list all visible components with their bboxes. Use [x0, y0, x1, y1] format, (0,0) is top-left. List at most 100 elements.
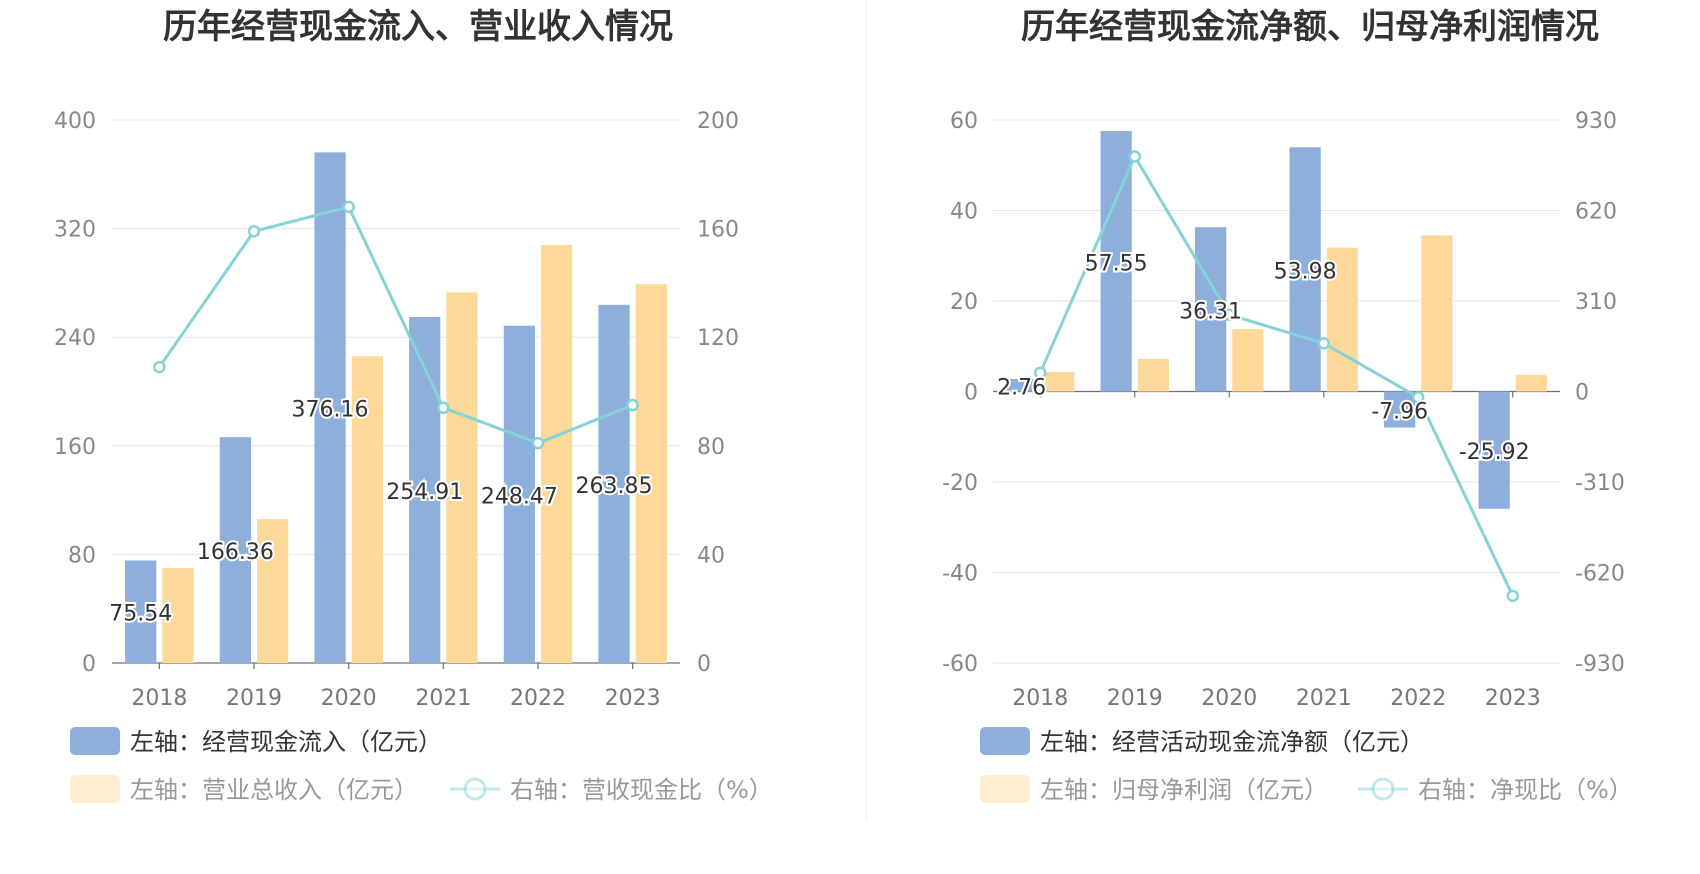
- legend-swatch-primary[interactable]: [980, 727, 1030, 755]
- bar-secondary-2021[interactable]: [446, 292, 478, 663]
- legend-label-line: 右轴：营收现金比（%）: [510, 776, 773, 804]
- y-left-tick-label: 20: [950, 290, 978, 315]
- bar-primary-2018[interactable]: [1006, 379, 1038, 392]
- legend-label-primary: 左轴：经营现金流入（亿元）: [130, 728, 442, 756]
- bar-secondary-2019[interactable]: [1137, 358, 1169, 392]
- x-tick-label: 2023: [605, 686, 661, 711]
- bar-primary-2022[interactable]: [1384, 391, 1416, 428]
- y-left-tick-label: -20: [942, 471, 978, 496]
- bar-primary-2021[interactable]: [1289, 147, 1321, 392]
- bar-value-label: 53.98: [1274, 259, 1337, 284]
- ratio-point-2023[interactable]: [626, 398, 639, 412]
- x-tick-label: 2020: [1201, 686, 1257, 711]
- bar-primary-2022[interactable]: [503, 325, 535, 663]
- y-left-tick-label: 400: [54, 109, 96, 134]
- x-tick-label: 2021: [415, 686, 471, 711]
- y-left-tick-label: 320: [54, 218, 96, 243]
- bar-secondary-2021[interactable]: [1326, 247, 1358, 392]
- bar-primary-2023[interactable]: [598, 304, 630, 663]
- x-tick-label: 2022: [510, 686, 566, 711]
- y-right-tick-label: 0: [1575, 381, 1589, 406]
- ratio-point-2020[interactable]: [342, 200, 355, 214]
- bar-primary-2021[interactable]: [409, 316, 441, 663]
- bar-secondary-2020[interactable]: [1232, 329, 1264, 392]
- ratio-point-2021[interactable]: [437, 401, 450, 415]
- bar-secondary-2020[interactable]: [351, 356, 383, 663]
- x-tick-label: 2021: [1296, 686, 1352, 711]
- y-right-tick-label: -930: [1575, 652, 1625, 677]
- ratio-point-2018[interactable]: [1034, 366, 1047, 380]
- bar-value-label: 376.16: [292, 398, 369, 423]
- chart-title: 历年经营现金流入、营业收入情况: [163, 7, 673, 47]
- ratio-point-2021[interactable]: [1317, 337, 1330, 350]
- x-tick-label: 2019: [1107, 686, 1163, 711]
- legend-swatch-secondary[interactable]: [70, 775, 120, 803]
- y-left-tick-label: -40: [942, 562, 978, 587]
- legend-label-primary: 左轴：经营活动现金流净额（亿元）: [1040, 728, 1424, 756]
- ratio-point-2022[interactable]: [531, 436, 545, 450]
- y-right-tick-label: 310: [1575, 290, 1617, 315]
- y-right-tick-label: 0: [697, 652, 711, 677]
- bar-secondary-2018[interactable]: [1043, 372, 1075, 392]
- bar-value-label: -25.92: [1459, 440, 1530, 465]
- bar-primary-2020[interactable]: [314, 152, 346, 663]
- y-right-tick-label: -310: [1575, 471, 1625, 496]
- panel-divider: [866, 0, 867, 820]
- y-right-tick-label: 80: [697, 435, 725, 460]
- y-left-tick-label: 40: [950, 200, 978, 225]
- ratio-line: [1038, 153, 1515, 597]
- y-left-tick-label: 0: [82, 652, 96, 677]
- y-left-tick-label: 240: [54, 326, 96, 351]
- ratio-point-2019[interactable]: [1128, 150, 1141, 163]
- ratio-point-2022[interactable]: [1412, 391, 1425, 404]
- bar-value-label: 166.36: [197, 540, 274, 565]
- ratio-point-2019[interactable]: [247, 225, 261, 238]
- y-left-tick-label: -60: [942, 652, 978, 677]
- chart-2: 历年经营现金流净额、归母净利润情况 60 40 20 0 -20 -40 -60 930 620 3…: [942, 7, 1633, 804]
- y-right-tick-label: 930: [1575, 109, 1617, 134]
- legend-line-marker[interactable]: [1371, 777, 1395, 801]
- bar-primary-2019[interactable]: [219, 437, 251, 663]
- bar-primary-2018[interactable]: [125, 560, 157, 663]
- ratio-point-2020[interactable]: [1223, 308, 1236, 321]
- bar-value-label: 2.76: [997, 375, 1046, 400]
- y-right-tick-label: 160: [697, 218, 739, 243]
- bar-secondary-2023[interactable]: [1515, 374, 1547, 392]
- legend-swatch-secondary[interactable]: [980, 775, 1030, 803]
- legend: 左轴：经营现金流入（亿元） 左轴：营业总收入（亿元） 右轴：营收现金比（%）: [70, 727, 773, 804]
- chart-1: 历年经营现金流入、营业收入情况4003202401608002001601208…: [54, 7, 773, 804]
- ratio-line: [158, 205, 634, 445]
- bar-value-label: 254.91: [386, 480, 463, 505]
- bar-primary-2023[interactable]: [1478, 391, 1510, 509]
- bar-value-label: 263.85: [576, 474, 653, 499]
- bar-value-label: -7.96: [1371, 400, 1428, 425]
- bar-secondary-2022[interactable]: [541, 244, 573, 663]
- bar-secondary-2019[interactable]: [257, 519, 289, 663]
- legend-line-marker[interactable]: [463, 777, 487, 801]
- y-right-tick-label: 40: [697, 543, 725, 568]
- ratio-point-2023[interactable]: [1506, 589, 1519, 603]
- bar-value-label: 75.54: [109, 602, 172, 627]
- chart-title: 历年经营现金流净额、归母净利润情况: [1021, 7, 1599, 47]
- x-tick-label: 2020: [321, 686, 377, 711]
- legend-label-line: 右轴：净现比（%）: [1418, 776, 1633, 804]
- y-right-tick-label: 120: [697, 326, 739, 351]
- legend-label-secondary: 左轴：营业总收入（亿元）: [130, 776, 418, 804]
- x-tick-label: 2019: [226, 686, 282, 711]
- bar-secondary-2023[interactable]: [635, 284, 667, 663]
- legend-swatch-primary[interactable]: [70, 727, 120, 755]
- bar-secondary-2018[interactable]: [162, 567, 194, 663]
- x-tick-label: 2023: [1485, 686, 1541, 711]
- bar-secondary-2022[interactable]: [1421, 235, 1453, 392]
- bar-value-label: 248.47: [481, 484, 558, 509]
- legend-label-secondary: 左轴：归母净利润（亿元）: [1040, 776, 1328, 804]
- y-left-tick-label: 160: [54, 435, 96, 460]
- x-tick-label: 2018: [131, 686, 187, 711]
- ratio-point-2018[interactable]: [153, 360, 166, 374]
- y-left-tick-label: 80: [68, 543, 96, 568]
- y-right-tick-label: 620: [1575, 200, 1617, 225]
- bar-primary-2020[interactable]: [1195, 227, 1227, 392]
- y-left-tick-label: 0: [964, 381, 978, 406]
- bar-value-label: 57.55: [1085, 251, 1148, 276]
